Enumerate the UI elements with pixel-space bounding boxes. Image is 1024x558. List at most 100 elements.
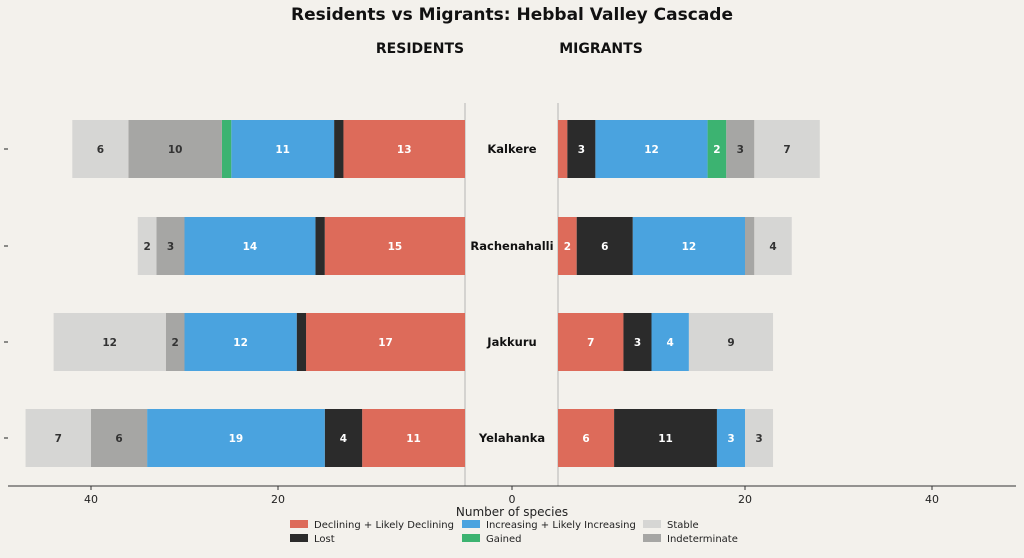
residents-bar-indeterminate bbox=[91, 409, 148, 467]
x-tick-label: 40 bbox=[84, 493, 98, 506]
residents-bar-value-label: 15 bbox=[388, 241, 403, 253]
residents-bar-indeterminate bbox=[128, 120, 222, 178]
legend-label-increasing-likely-increasing: Increasing + Likely Increasing bbox=[486, 520, 636, 531]
legend-label-declining-likely-declining: Declining + Likely Declining bbox=[314, 520, 454, 531]
residents-bar-increasing-likely-increasing bbox=[184, 313, 297, 371]
migrants-bar-declining-likely-declining bbox=[558, 120, 568, 178]
category-label: Jakkuru bbox=[486, 335, 536, 349]
migrants-bar-value-label: 6 bbox=[582, 433, 589, 445]
migrants-bar-stable bbox=[688, 313, 774, 371]
x-tick-label: 20 bbox=[738, 493, 752, 506]
migrants-bar-value-label: 4 bbox=[769, 241, 776, 253]
residents-bar-stable bbox=[72, 120, 129, 178]
residents-bar-declining-likely-declining bbox=[343, 120, 465, 178]
residents-bar-value-label: 4 bbox=[340, 433, 347, 445]
residents-bar-declining-likely-declining bbox=[324, 217, 465, 275]
legend-swatch-declining-likely-declining bbox=[290, 520, 308, 528]
residents-bar-lost bbox=[324, 409, 363, 467]
residents-bar-value-label: 12 bbox=[233, 337, 248, 349]
x-axis-label: Number of species bbox=[456, 505, 568, 519]
residents-bar-stable bbox=[137, 217, 157, 275]
residents-bar-lost bbox=[296, 313, 307, 371]
migrants-bar-value-label: 7 bbox=[587, 337, 594, 349]
residents-bar-declining-likely-declining bbox=[306, 313, 465, 371]
migrants-bar-increasing-likely-increasing bbox=[716, 409, 745, 467]
residents-bar-gained bbox=[221, 120, 232, 178]
migrants-bar-lost bbox=[576, 217, 633, 275]
residents-bar-value-label: 2 bbox=[171, 337, 178, 349]
migrants-bar-value-label: 12 bbox=[644, 144, 659, 156]
residents-bar-lost bbox=[315, 217, 325, 275]
residents-bar-increasing-likely-increasing bbox=[147, 409, 325, 467]
category-label: Yelahanka bbox=[478, 431, 545, 445]
migrants-bar-stable bbox=[754, 217, 792, 275]
bars-layer: 13 3 11 12 2 10 3 6 7 Kalkere 15 2 6 14 12 3 2 4 Rachenaha… bbox=[4, 103, 820, 486]
migrants-bar-stable bbox=[754, 120, 820, 178]
residents-bar-increasing-likely-increasing bbox=[184, 217, 316, 275]
residents-bar-increasing-likely-increasing bbox=[231, 120, 335, 178]
legend-swatch-indeterminate bbox=[643, 534, 661, 542]
residents-bar-value-label: 14 bbox=[243, 241, 258, 253]
residents-bar-stable bbox=[25, 409, 91, 467]
migrants-bar-lost bbox=[623, 313, 652, 371]
migrants-bar-value-label: 7 bbox=[783, 144, 790, 156]
residents-panel-title: RESIDENTS bbox=[376, 41, 464, 57]
migrants-bar-increasing-likely-increasing bbox=[651, 313, 689, 371]
migrants-bar-declining-likely-declining bbox=[558, 313, 624, 371]
migrants-bar-indeterminate bbox=[726, 120, 755, 178]
category-label: Kalkere bbox=[487, 142, 536, 156]
residents-bar-value-label: 19 bbox=[229, 433, 244, 445]
migrants-bar-value-label: 3 bbox=[578, 144, 585, 156]
residents-bar-value-label: 12 bbox=[102, 337, 117, 349]
migrants-bar-value-label: 12 bbox=[682, 241, 697, 253]
x-tick-label: 0 bbox=[509, 493, 516, 506]
legend-label-gained: Gained bbox=[486, 534, 522, 545]
category-label: Rachenahalli bbox=[470, 239, 553, 253]
migrants-bar-value-label: 11 bbox=[658, 433, 673, 445]
migrants-bar-value-label: 6 bbox=[601, 241, 608, 253]
migrants-bar-indeterminate bbox=[745, 217, 755, 275]
migrants-bar-lost bbox=[614, 409, 717, 467]
migrants-bar-lost bbox=[567, 120, 596, 178]
legend-swatch-lost bbox=[290, 534, 308, 542]
residents-bar-value-label: 17 bbox=[378, 337, 393, 349]
residents-bar-value-label: 6 bbox=[115, 433, 122, 445]
migrants-bar-gained bbox=[707, 120, 727, 178]
legend-swatch-stable bbox=[643, 520, 661, 528]
migrants-bar-value-label: 3 bbox=[727, 433, 734, 445]
residents-bar-value-label: 11 bbox=[275, 144, 290, 156]
residents-bar-lost bbox=[334, 120, 344, 178]
migrants-bar-value-label: 3 bbox=[634, 337, 641, 349]
legend-swatch-increasing-likely-increasing bbox=[462, 520, 480, 528]
migrants-panel-title: MIGRANTS bbox=[559, 41, 643, 57]
residents-bar-value-label: 13 bbox=[397, 144, 412, 156]
x-axis: 40 20 0 20 40 bbox=[8, 485, 1016, 506]
residents-bar-indeterminate bbox=[165, 313, 185, 371]
residents-bar-value-label: 11 bbox=[406, 433, 421, 445]
migrants-bar-value-label: 2 bbox=[564, 241, 571, 253]
residents-bar-value-label: 10 bbox=[168, 144, 183, 156]
residents-bar-value-label: 2 bbox=[143, 241, 150, 253]
residents-bar-value-label: 6 bbox=[97, 144, 104, 156]
migrants-bar-increasing-likely-increasing bbox=[632, 217, 745, 275]
residents-bar-value-label: 3 bbox=[167, 241, 174, 253]
legend-swatch-gained bbox=[462, 534, 480, 542]
legend-label-indeterminate: Indeterminate bbox=[667, 534, 738, 545]
legend-label-lost: Lost bbox=[314, 534, 335, 545]
migrants-bar-increasing-likely-increasing bbox=[595, 120, 708, 178]
x-tick-label: 40 bbox=[925, 493, 939, 506]
migrants-bar-declining-likely-declining bbox=[558, 409, 615, 467]
residents-bar-stable bbox=[53, 313, 166, 371]
migrants-bar-declining-likely-declining bbox=[558, 217, 577, 275]
migrants-bar-value-label: 3 bbox=[737, 144, 744, 156]
residents-bar-value-label: 7 bbox=[55, 433, 62, 445]
migrants-bar-value-label: 9 bbox=[727, 337, 734, 349]
x-tick-label: 20 bbox=[271, 493, 285, 506]
chart-title: Residents vs Migrants: Hebbal Valley Cas… bbox=[291, 5, 733, 25]
migrants-bar-value-label: 4 bbox=[667, 337, 674, 349]
migrants-bar-value-label: 2 bbox=[713, 144, 720, 156]
migrants-bar-value-label: 3 bbox=[755, 433, 762, 445]
legend: Declining + Likely Declining Increasing +… bbox=[290, 520, 738, 545]
migrants-bar-stable bbox=[745, 409, 774, 467]
